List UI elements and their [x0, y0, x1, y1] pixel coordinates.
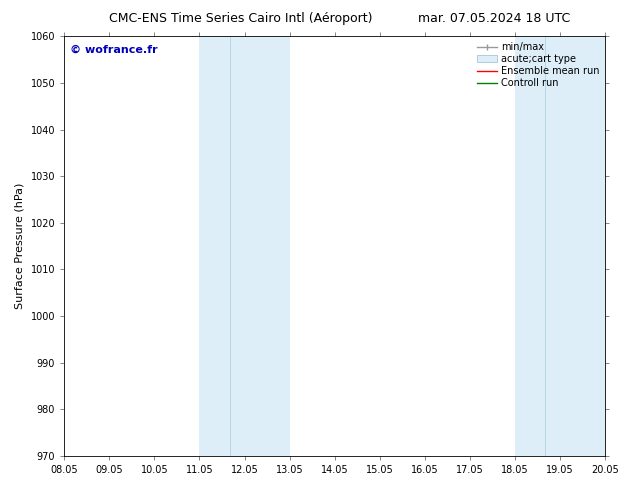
Bar — [200, 36, 230, 456]
Bar — [545, 36, 605, 456]
Text: mar. 07.05.2024 18 UTC: mar. 07.05.2024 18 UTC — [418, 12, 571, 25]
Bar — [230, 36, 290, 456]
Legend: min/max, acute;cart type, Ensemble mean run, Controll run: min/max, acute;cart type, Ensemble mean … — [474, 38, 603, 92]
Y-axis label: Surface Pressure (hPa): Surface Pressure (hPa) — [15, 183, 25, 309]
Text: CMC-ENS Time Series Cairo Intl (Aéroport): CMC-ENS Time Series Cairo Intl (Aéroport… — [109, 12, 373, 25]
Text: © wofrance.fr: © wofrance.fr — [70, 45, 157, 55]
Bar — [515, 36, 545, 456]
